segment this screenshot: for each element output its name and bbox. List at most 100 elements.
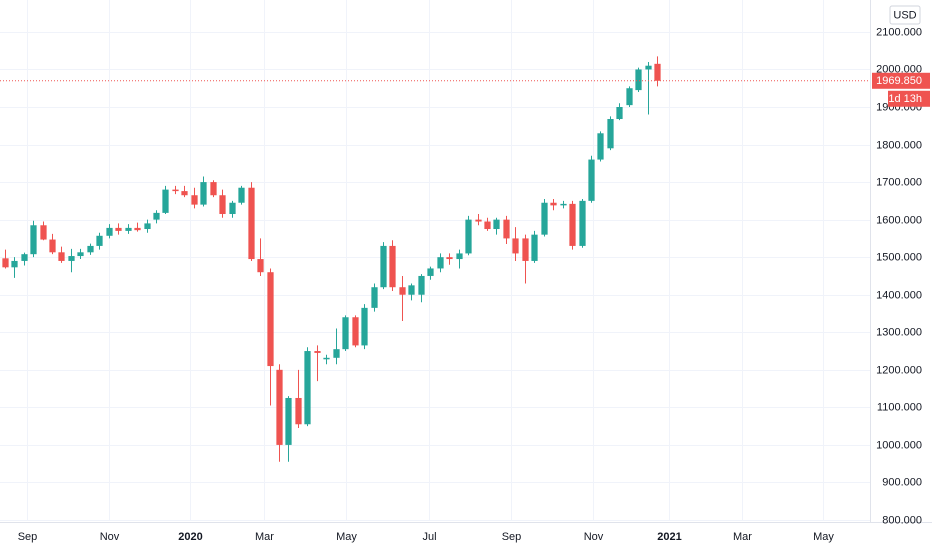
y-tick-label: 1800.000 — [876, 139, 922, 151]
candle-body — [314, 351, 321, 353]
candle-body — [342, 317, 349, 350]
candle-body — [399, 287, 406, 295]
x-tick-label: May — [336, 531, 357, 543]
candle-body — [635, 69, 642, 91]
candle-body — [285, 397, 292, 445]
candle-body — [30, 225, 37, 255]
candle-body — [560, 203, 567, 206]
currency-box[interactable] — [889, 5, 921, 25]
candle-body — [125, 227, 132, 231]
y-tick-label: 1200.000 — [876, 364, 922, 376]
candle-body — [408, 285, 415, 295]
candle-body — [295, 397, 302, 425]
candle-body — [380, 245, 387, 288]
candle-body — [597, 133, 604, 160]
x-tick-label: Mar — [733, 531, 752, 543]
candle-body — [626, 88, 633, 106]
candle-body — [446, 257, 453, 260]
x-tick-label: Mar — [255, 531, 274, 543]
candle-body — [361, 307, 368, 346]
candle-body — [645, 65, 652, 70]
candle-body — [21, 254, 28, 261]
candle-body — [607, 119, 614, 149]
candle-body — [68, 256, 75, 261]
x-tick-label: May — [813, 531, 834, 543]
x-tick-label: 2021 — [657, 531, 681, 543]
x-tick-label: 2020 — [178, 531, 202, 543]
y-tick-label: 2100.000 — [876, 26, 922, 38]
y-tick-label: 2000.000 — [876, 63, 922, 75]
last-price-box — [872, 72, 930, 89]
candle-body — [191, 195, 198, 205]
candle-body — [58, 252, 65, 261]
candle-body — [200, 182, 207, 205]
candle-body — [579, 200, 586, 246]
candle-body — [475, 219, 482, 222]
candle-body — [493, 219, 500, 230]
y-tick-label: 1500.000 — [876, 251, 922, 263]
candle-body — [219, 195, 226, 215]
candle-body — [304, 351, 311, 425]
candle-body — [96, 235, 103, 246]
candle-body — [531, 234, 538, 261]
countdown-box — [888, 90, 930, 107]
x-tick-label: Sep — [502, 531, 522, 543]
candle-body — [456, 253, 463, 260]
candle-body — [248, 187, 255, 260]
axes: 800.000 900.000 1000.000 1100.000 1200.000 13… — [18, 26, 930, 543]
candle-body — [352, 317, 359, 346]
candle-body — [427, 268, 434, 276]
y-tick-label: 1000.000 — [876, 439, 922, 451]
y-tick-label: 1400.000 — [876, 289, 922, 301]
candle-body — [181, 191, 188, 196]
candle-body — [541, 202, 548, 235]
candle-body — [257, 259, 264, 273]
candle-body — [503, 219, 510, 239]
candle-body — [49, 239, 56, 253]
x-tick-label: Nov — [584, 531, 604, 543]
x-tick-label: Jul — [422, 531, 436, 543]
candle-body — [87, 245, 94, 253]
candle-body — [11, 260, 18, 268]
candle-body — [115, 227, 122, 231]
candle-body — [134, 227, 141, 231]
candle-body — [153, 212, 160, 220]
candle-body — [210, 182, 217, 196]
countdown-label: 1d 13h — [888, 93, 922, 105]
candle-body — [162, 189, 169, 213]
candle-body — [371, 287, 378, 308]
candle-body — [238, 187, 245, 203]
candle-body — [654, 63, 661, 81]
grid — [0, 0, 870, 521]
y-tick-label: 1100.000 — [877, 401, 922, 413]
candle-body — [323, 357, 330, 360]
last-price-label: 1969.850 — [876, 75, 922, 87]
candle-body — [616, 107, 623, 120]
y-tick-label: 800.000 — [882, 514, 922, 526]
candle-body — [276, 369, 283, 445]
candle-body — [2, 258, 9, 268]
candle-body — [229, 202, 236, 215]
y-tick-label: 1700.000 — [876, 176, 922, 188]
y-tick-label: 1300.000 — [876, 326, 922, 338]
candle-body — [512, 238, 519, 254]
candle-body — [588, 159, 595, 201]
candle-body — [106, 227, 113, 236]
candle-body — [465, 219, 472, 254]
candle-body — [418, 275, 425, 295]
y-tick-label: 1600.000 — [876, 214, 922, 226]
candle-body — [172, 189, 179, 192]
candle-body — [569, 203, 576, 246]
candle-body — [144, 223, 151, 230]
candle-body — [77, 252, 84, 257]
candle-body — [484, 221, 491, 230]
candle-body — [40, 225, 47, 240]
candle-body — [522, 238, 529, 261]
currency[interactable]: USD — [893, 9, 916, 21]
candle-body — [437, 257, 444, 269]
candles — [0, 56, 870, 462]
candle-body — [389, 245, 396, 288]
